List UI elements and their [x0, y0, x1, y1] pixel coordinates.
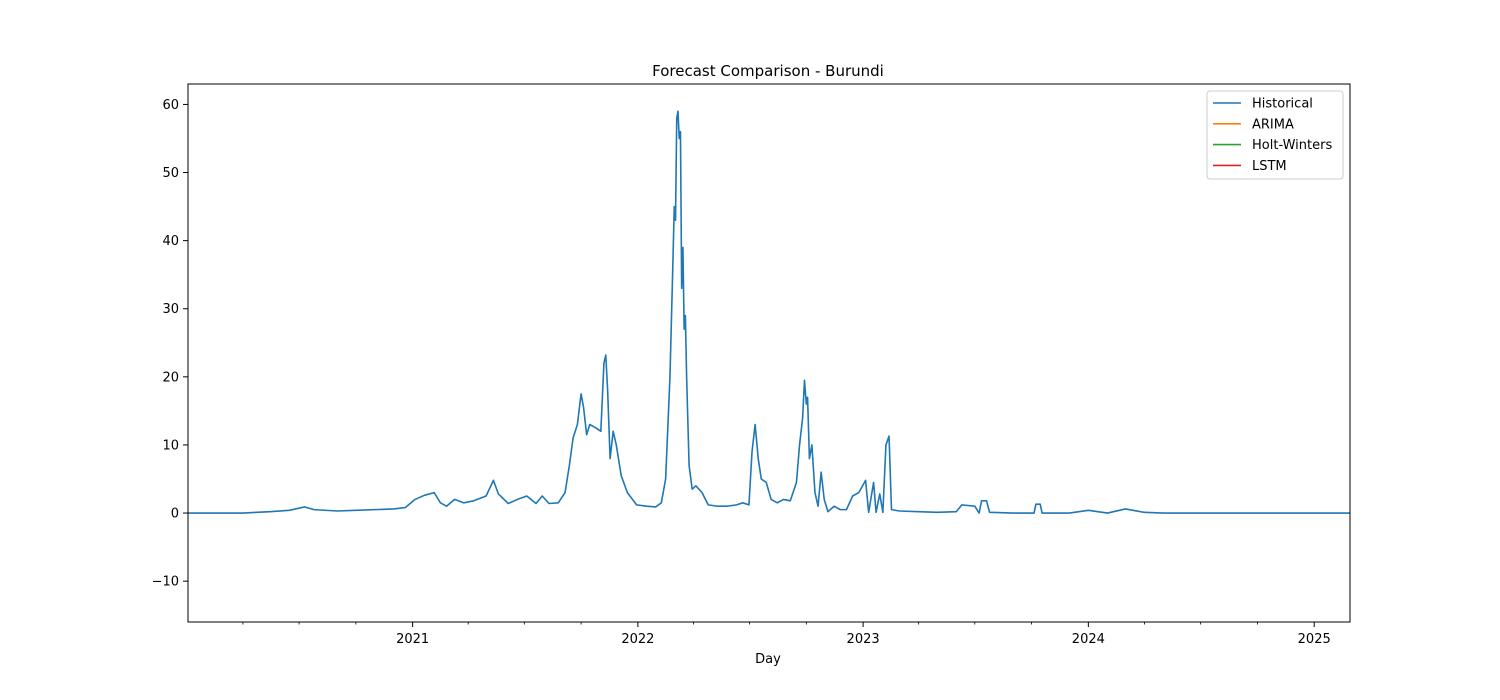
x-axis: 2021 2022 2023 2024 2025: [242, 622, 1331, 647]
x-tick-label: 2021: [396, 632, 429, 647]
y-tick-label: 60: [162, 98, 179, 113]
x-tick-label: 2024: [1072, 632, 1105, 647]
series-layer: [188, 110, 1350, 514]
legend-entry: Holt-Winters: [1252, 138, 1332, 153]
chart-title: Forecast Comparison - Burundi: [652, 62, 884, 80]
x-axis-label: Day: [755, 652, 781, 667]
y-tick-label: 10: [162, 438, 179, 453]
y-axis: −10 0 10 20 30 40 50 60: [152, 98, 188, 590]
legend-entry: LSTM: [1252, 159, 1287, 174]
series-line-historical: [188, 110, 1350, 514]
x-tick-label: 2025: [1298, 632, 1331, 647]
legend: Historical ARIMA Holt-Winters LSTM: [1206, 90, 1344, 180]
y-tick-label: 0: [171, 507, 179, 522]
x-tick-label: 2022: [621, 632, 654, 647]
plot-background: [188, 84, 1350, 622]
legend-box: [1206, 90, 1344, 180]
plot-area: [187, 83, 1351, 623]
x-tick-label: 2023: [847, 632, 880, 647]
y-tick-label: 20: [162, 370, 179, 385]
legend-entry: Historical: [1252, 97, 1313, 112]
y-tick-label: 40: [162, 234, 179, 249]
y-tick-label: −10: [152, 575, 179, 590]
y-tick-label: 30: [162, 302, 179, 317]
y-tick-label: 50: [162, 166, 179, 181]
legend-entry: ARIMA: [1252, 117, 1294, 132]
plot-frame: [187, 83, 1351, 623]
